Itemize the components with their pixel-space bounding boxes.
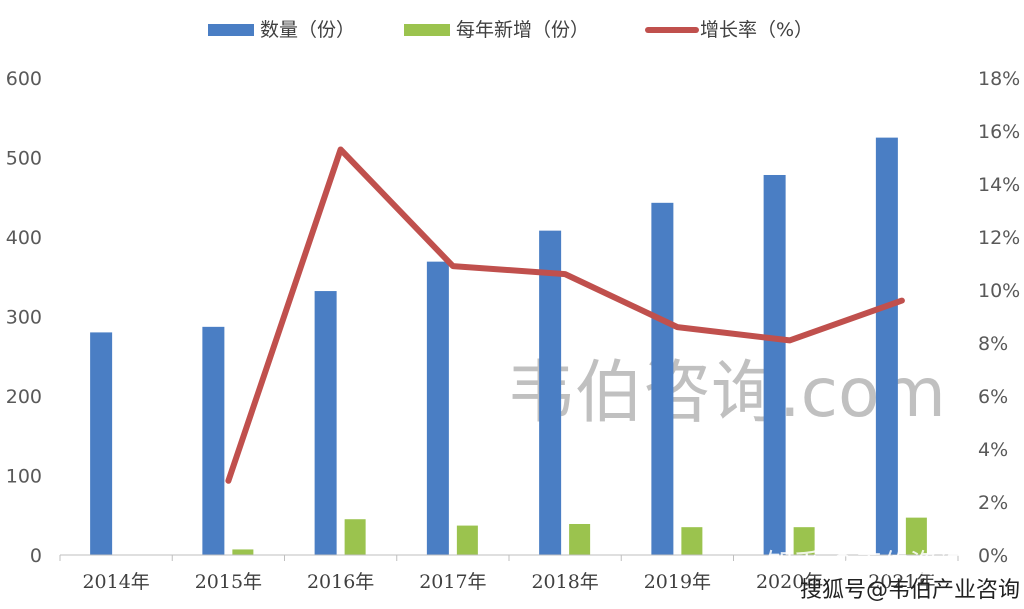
watermark-corner-line1: 知乎 @韦伯咨询: [766, 549, 964, 580]
x-axis: 2014年 2015年 2016年 2017年 2018年 2019年 2020年 2021年: [59, 554, 959, 593]
right-axis-tick-label: 8%: [978, 333, 1008, 355]
bar-quantity: [651, 202, 674, 555]
left-axis-tick-label: 0: [30, 545, 42, 567]
bar-quantity: [202, 326, 225, 555]
x-axis-category-label: 2018年: [531, 571, 598, 593]
bar-new: [456, 525, 478, 555]
x-axis-category-label: 2020年: [756, 571, 823, 593]
right-axis-tick-label: 4%: [978, 439, 1008, 461]
x-axis-category-label: 2016年: [307, 571, 374, 593]
x-axis-category-label: 2017年: [419, 571, 486, 593]
right-axis-tick-label: 6%: [978, 386, 1008, 408]
legend: 数量（份） 每年新增（份） 增长率（%）: [208, 19, 813, 41]
x-axis-category-label: 2015年: [195, 571, 262, 593]
bar-new: [905, 517, 927, 555]
left-axis-tick-label: 600: [6, 68, 42, 90]
bar-quantity: [314, 291, 337, 555]
legend-label-new: 每年新增（份）: [456, 19, 589, 41]
watermark-center-text: 韦伯咨询.com: [507, 354, 946, 433]
right-axis-tick-label: 10%: [978, 280, 1020, 302]
left-axis-tick-label: 400: [6, 227, 42, 249]
bar-new: [232, 549, 254, 555]
growth-line: [225, 146, 905, 484]
watermark-corner: 知乎 @韦伯咨询 搜狐号@韦伯产业咨询: [766, 549, 1020, 603]
right-axis-tick-label: 2%: [978, 492, 1008, 514]
bar-quantity: [426, 261, 449, 555]
right-axis-tick-label: 18%: [978, 68, 1020, 90]
watermark-center: 韦伯咨询.com: [507, 354, 946, 433]
legend-label-growth: 增长率（%）: [700, 19, 813, 41]
left-axis-tick-label: 200: [6, 386, 42, 408]
bar-quantity: [763, 174, 786, 556]
bar-new: [569, 523, 591, 555]
bars: [90, 137, 927, 556]
right-axis-tick-label: 12%: [978, 227, 1020, 249]
bar-new: [793, 527, 815, 555]
left-axis-tick-label: 100: [6, 466, 42, 488]
bar-quantity: [875, 137, 898, 555]
x-axis-category-label: 2021年: [868, 571, 935, 593]
right-axis-tick-label: 0%: [978, 545, 1008, 567]
right-axis-tick-label: 14%: [978, 174, 1020, 196]
bar-new: [344, 519, 366, 555]
x-axis-category-label: 2019年: [644, 571, 711, 593]
left-axis-tick-label: 300: [6, 307, 42, 329]
left-axis-tick-label: 500: [6, 148, 42, 170]
bar-new: [681, 527, 703, 555]
x-axis-category-label: 2014年: [82, 571, 149, 593]
right-axis-tick-label: 16%: [978, 121, 1020, 143]
legend-swatch-quantity: [208, 24, 254, 36]
growth-rate-line: [225, 146, 905, 484]
watermark-corner-line2: 搜狐号@韦伯产业咨询: [800, 578, 1020, 603]
right-axis: 0% 2% 4% 6% 8% 10% 12% 14% 16% 18%: [978, 68, 1020, 567]
bar-quantity: [90, 332, 113, 555]
bar-quantity: [539, 230, 562, 555]
legend-item-quantity: 数量（份）: [208, 19, 355, 41]
legend-label-quantity: 数量（份）: [260, 19, 355, 41]
left-axis: 0 100 200 300 400 500 600: [6, 68, 42, 567]
legend-item-new: 每年新增（份）: [404, 19, 589, 41]
legend-item-growth: 增长率（%）: [645, 19, 813, 41]
legend-swatch-new: [404, 24, 450, 36]
